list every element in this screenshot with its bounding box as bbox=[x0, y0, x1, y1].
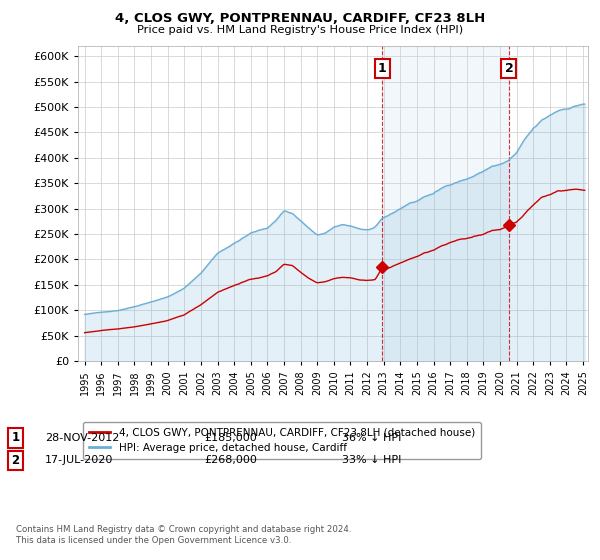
Text: £185,000: £185,000 bbox=[204, 433, 257, 443]
Text: 1: 1 bbox=[377, 62, 386, 75]
Legend: 4, CLOS GWY, PONTPRENNAU, CARDIFF, CF23 8LH (detached house), HPI: Average price: 4, CLOS GWY, PONTPRENNAU, CARDIFF, CF23 … bbox=[83, 422, 481, 459]
Text: 2: 2 bbox=[11, 454, 20, 467]
Bar bbox=[382, 46, 509, 361]
Text: £268,000: £268,000 bbox=[204, 455, 257, 465]
Text: 1: 1 bbox=[11, 431, 20, 445]
Text: 2: 2 bbox=[505, 62, 514, 75]
Text: Price paid vs. HM Land Registry's House Price Index (HPI): Price paid vs. HM Land Registry's House … bbox=[137, 25, 463, 35]
Text: 36% ↓ HPI: 36% ↓ HPI bbox=[342, 433, 401, 443]
Text: 17-JUL-2020: 17-JUL-2020 bbox=[45, 455, 113, 465]
Text: 28-NOV-2012: 28-NOV-2012 bbox=[45, 433, 119, 443]
Text: 4, CLOS GWY, PONTPRENNAU, CARDIFF, CF23 8LH: 4, CLOS GWY, PONTPRENNAU, CARDIFF, CF23 … bbox=[115, 12, 485, 25]
Text: Contains HM Land Registry data © Crown copyright and database right 2024.
This d: Contains HM Land Registry data © Crown c… bbox=[16, 525, 351, 545]
Text: 33% ↓ HPI: 33% ↓ HPI bbox=[342, 455, 401, 465]
